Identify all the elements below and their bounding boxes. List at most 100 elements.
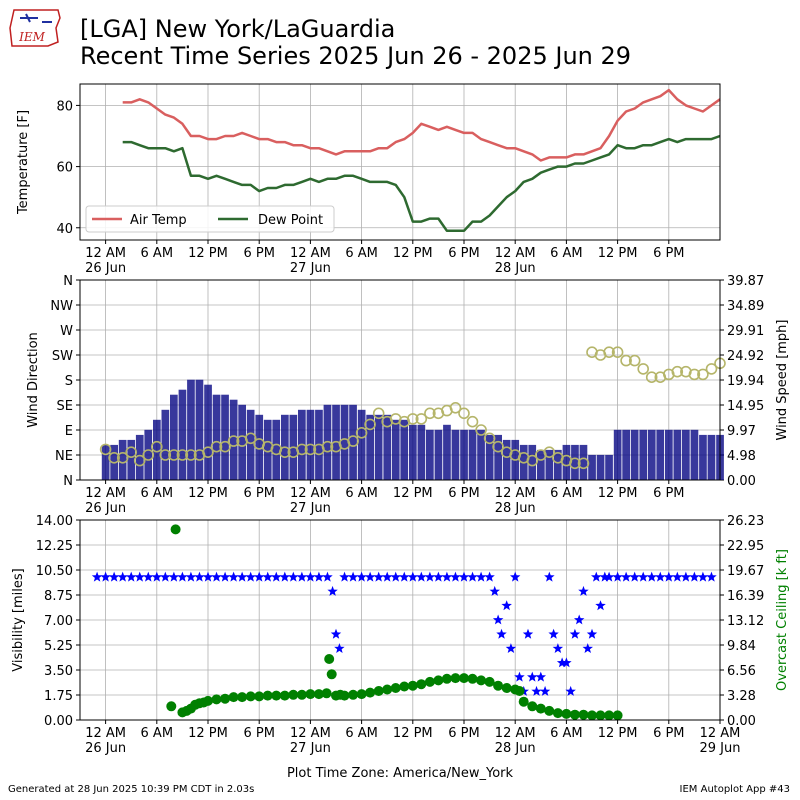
visibility-point	[620, 571, 632, 582]
visibility-point	[143, 571, 154, 582]
vis-xlabel: Plot Time Zone: America/New_York	[287, 766, 514, 781]
wind-ylabel: Wind Direction	[26, 332, 41, 428]
dew-point-line	[122, 134, 721, 233]
vis-ytick-label: 10.50	[36, 564, 73, 579]
visibility-point	[288, 571, 299, 582]
wind-xtick-label: 12 AM 26 Jun	[85, 486, 126, 516]
ceiling-point	[170, 524, 181, 535]
wind-speed-bar	[554, 449, 562, 480]
ceiling-point	[166, 701, 177, 712]
visibility-point	[501, 600, 512, 611]
wind-speed-bar	[460, 429, 468, 480]
wind-direction-point	[637, 363, 650, 375]
ceiling-point	[604, 710, 615, 721]
wind-direction-point	[492, 440, 504, 453]
vis-xtick-label: 6 AM	[141, 726, 174, 741]
ceiling-point	[399, 681, 410, 692]
ceiling-point	[501, 683, 512, 693]
visibility-point	[514, 671, 525, 682]
wind-direction-point	[125, 446, 137, 459]
visibility-point	[433, 571, 444, 582]
wind-speed-tick-label: 0.00	[727, 474, 756, 489]
wind-direction-point	[116, 451, 129, 464]
chart-title: [LGA] New York/LaGuardia Recent Time Ser…	[80, 16, 631, 70]
ceiling-point	[493, 680, 504, 691]
wind-speed-bar	[340, 404, 349, 480]
wind-speed-bar	[161, 409, 170, 480]
visibility-point	[552, 643, 564, 653]
visibility-point	[211, 571, 222, 582]
wind-direction-point	[176, 449, 189, 461]
visibility-point	[697, 571, 709, 582]
footer-generated: Generated at 28 Jun 2025 10:39 PM CDT in…	[8, 784, 255, 795]
wind-dir-tick-label: N	[63, 474, 73, 489]
wind-speed-bar	[127, 439, 136, 480]
vis-xtick-label: 12 PM	[393, 726, 433, 741]
wind-speed-bar	[400, 419, 409, 480]
vis-xtick-label: 6 PM	[653, 726, 684, 741]
ceiling-tick-label: 0.00	[727, 714, 756, 729]
wind-direction-point	[108, 451, 120, 464]
ceiling-point	[527, 701, 538, 712]
wind-direction-point	[526, 454, 539, 467]
wind-speed-tick-label: 19.94	[727, 374, 764, 389]
visibility-point	[539, 685, 551, 696]
ceiling-point	[271, 690, 282, 701]
wind-speed-bar	[588, 454, 596, 480]
wind-direction-point	[364, 418, 376, 431]
wind-speed-tick-label: 4.98	[727, 449, 756, 464]
ceiling-point	[407, 680, 418, 691]
temp-ytick-label: 80	[56, 99, 73, 114]
visibility-point	[565, 685, 576, 696]
ceiling-point	[279, 690, 290, 701]
wind-speed-bar	[187, 379, 195, 480]
wind-speed-bar	[707, 434, 716, 480]
wind-dir-tick-label: NW	[50, 299, 73, 314]
ceiling-point	[245, 691, 256, 702]
wind-speed-bar	[579, 444, 588, 480]
wind-speed-bar	[545, 449, 554, 480]
visibility-point	[416, 571, 427, 582]
wind-speed-bar	[639, 429, 648, 480]
visibility-point	[586, 628, 598, 639]
ceiling-point	[424, 676, 435, 687]
wind-direction-point	[705, 363, 718, 375]
title-line2: Recent Time Series 2025 Jun 26 - 2025 Ju…	[80, 42, 632, 70]
visibility-point	[100, 571, 111, 582]
visibility-point	[373, 571, 384, 582]
wind-xtick-label: 12 AM 27 Jun	[290, 486, 331, 516]
ceiling-point	[211, 694, 222, 705]
visibility-point	[327, 585, 338, 596]
wind-direction-point	[347, 435, 359, 447]
visibility-point	[382, 571, 393, 582]
wind-speed-bar	[656, 429, 665, 480]
visibility-point	[680, 571, 692, 582]
vis-xtick-label: 12 AM 27 Jun	[290, 726, 331, 756]
visibility-point	[117, 571, 128, 582]
wind-speed-bar	[391, 419, 400, 480]
visibility-point	[655, 571, 666, 582]
visibility-point	[574, 614, 585, 625]
ceiling-point	[288, 689, 299, 700]
vis-xtick-label: 6 PM	[243, 726, 274, 741]
wind-direction-point	[475, 424, 487, 436]
logo-text: IEM	[18, 30, 46, 44]
wind-direction-point	[424, 407, 436, 420]
visibility-point	[706, 571, 717, 582]
temp-xtick-label: 6 PM	[653, 246, 684, 261]
visibility-point	[561, 657, 572, 668]
visibility-point	[510, 571, 521, 582]
wind-xtick-label: 12 PM	[188, 486, 228, 501]
temp-xtick-label: 6 AM	[345, 246, 378, 261]
wind-speed-bar	[144, 429, 153, 480]
panel-frame	[79, 279, 721, 481]
wind-direction-point	[406, 413, 419, 425]
wind-xtick-label: 12 PM	[393, 486, 433, 501]
wind-speed-bar	[605, 454, 613, 480]
wind-speed-bar	[238, 404, 246, 480]
ceiling-point	[561, 708, 572, 719]
visibility-point	[228, 571, 239, 582]
visibility-point	[399, 571, 410, 582]
wind-speed-bar	[255, 414, 264, 480]
